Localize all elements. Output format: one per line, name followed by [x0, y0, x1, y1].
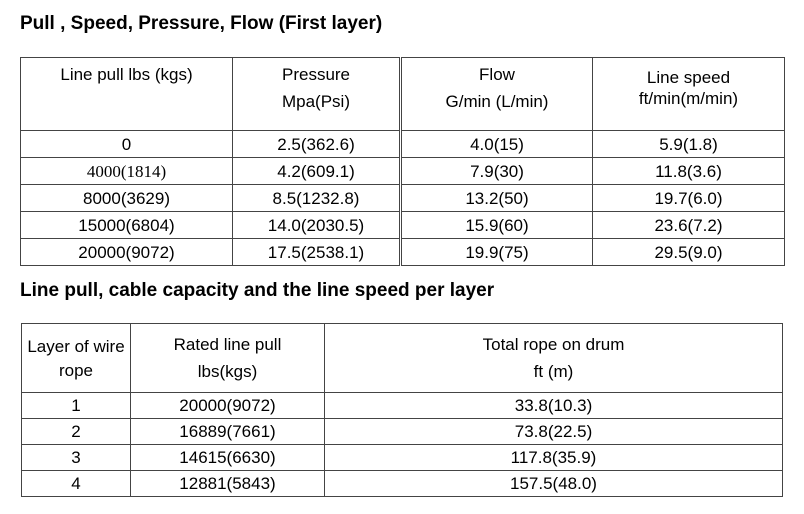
- layer-capacity-table: Layer of wire rope Rated line pull lbs(kgs…: [21, 323, 783, 497]
- table-row: 3 14615(6630) 117.8(35.9): [21, 444, 783, 471]
- table-cell: 157.5(48.0): [324, 470, 783, 497]
- table-cell: 8000(3629): [20, 184, 233, 212]
- table-cell: 17.5(2538.1): [232, 238, 401, 266]
- table-cell: 8.5(1232.8): [232, 184, 401, 212]
- table-cell: 33.8(10.3): [324, 392, 783, 419]
- header-line-speed: Line speed ft/min(m/min): [592, 57, 785, 131]
- table-cell: 19.9(75): [399, 238, 593, 266]
- table-row: 4 12881(5843) 157.5(48.0): [21, 470, 783, 497]
- table-cell: 20000(9072): [20, 238, 233, 266]
- table-row: 20000(9072) 17.5(2538.1) 19.9(75) 29.5(9.0): [20, 238, 785, 266]
- table-cell: 2.5(362.6): [232, 130, 401, 158]
- table-cell: 2: [21, 418, 131, 445]
- table-row: 2 16889(7661) 73.8(22.5): [21, 418, 783, 445]
- header-rated-line-pull: Rated line pull lbs(kgs): [130, 323, 325, 393]
- table-cell: 20000(9072): [130, 392, 325, 419]
- table-cell: 4: [21, 470, 131, 497]
- header-layer: Layer of wire rope: [21, 323, 131, 393]
- table-header-row: Line pull lbs (kgs) Pressure Mpa(Psi) Flo…: [20, 57, 785, 131]
- table-header-row: Layer of wire rope Rated line pull lbs(kgs…: [21, 323, 783, 393]
- table-row: 15000(6804) 14.0(2030.5) 15.9(60) 23.6(7.2): [20, 211, 785, 239]
- table-cell: 73.8(22.5): [324, 418, 783, 445]
- table-cell: 15.9(60): [399, 211, 593, 239]
- table-cell: 13.2(50): [399, 184, 593, 212]
- header-flow: Flow G/min (L/min): [399, 57, 593, 131]
- table-cell: 0: [20, 130, 233, 158]
- table-cell: 4000(1814): [20, 157, 233, 185]
- table1-title: Pull , Speed, Pressure, Flow (First laye…: [20, 13, 383, 34]
- table-cell: 5.9(1.8): [592, 130, 785, 158]
- table-cell: 15000(6804): [20, 211, 233, 239]
- table-row: 4000(1814) 4.2(609.1) 7.9(30) 11.8(3.6): [20, 157, 785, 185]
- table-cell: 19.7(6.0): [592, 184, 785, 212]
- table-cell: 1: [21, 392, 131, 419]
- table-cell: 23.6(7.2): [592, 211, 785, 239]
- header-line-pull: Line pull lbs (kgs): [20, 57, 233, 131]
- table2-title: Line pull, cable capacity and the line s…: [20, 280, 495, 301]
- table-row: 0 2.5(362.6) 4.0(15) 5.9(1.8): [20, 130, 785, 158]
- table-cell: 11.8(3.6): [592, 157, 785, 185]
- table-cell: 7.9(30): [399, 157, 593, 185]
- table-cell: 3: [21, 444, 131, 471]
- table-cell: 12881(5843): [130, 470, 325, 497]
- table-cell: 4.0(15): [399, 130, 593, 158]
- table-cell: 4.2(609.1): [232, 157, 401, 185]
- pull-speed-pressure-flow-table: Line pull lbs (kgs) Pressure Mpa(Psi) Flo…: [20, 57, 785, 266]
- table-cell: 117.8(35.9): [324, 444, 783, 471]
- header-total-rope: Total rope on drum ft (m): [324, 323, 783, 393]
- header-pressure: Pressure Mpa(Psi): [232, 57, 401, 131]
- table-row: 8000(3629) 8.5(1232.8) 13.2(50) 19.7(6.0): [20, 184, 785, 212]
- table-row: 1 20000(9072) 33.8(10.3): [21, 392, 783, 419]
- table-cell: 14615(6630): [130, 444, 325, 471]
- table-cell: 29.5(9.0): [592, 238, 785, 266]
- table-cell: 16889(7661): [130, 418, 325, 445]
- table-cell: 14.0(2030.5): [232, 211, 401, 239]
